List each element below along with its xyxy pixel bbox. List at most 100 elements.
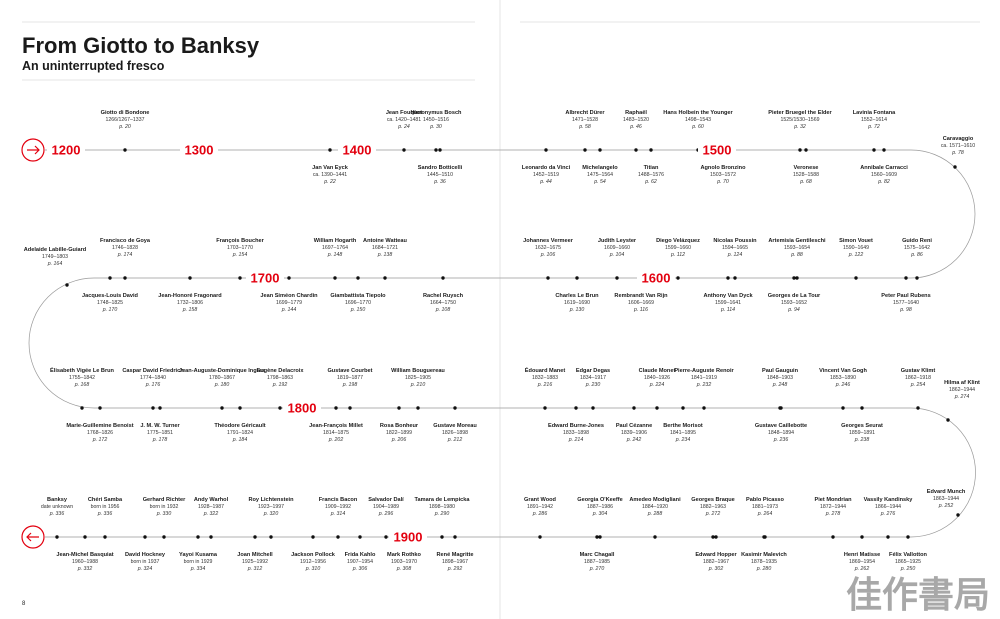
artist-name: Raphaël [625, 110, 647, 116]
end-arrow [21, 525, 45, 549]
artist-name: Gustav Klimt [901, 368, 936, 374]
artist-dates: 1606–1669 [628, 300, 654, 306]
subtitle: An uninterrupted fresco [22, 59, 165, 73]
timeline-dot [595, 535, 599, 539]
artist-dates: 1768–1826 [87, 430, 113, 436]
timeline-dot [615, 276, 619, 280]
artist-name: Francisco de Goya [100, 238, 151, 244]
artist-page: p. 276 [880, 511, 896, 517]
artist-page: p. 248 [772, 382, 788, 388]
timeline-dot [162, 535, 166, 539]
artist-page: p. 306 [352, 566, 368, 572]
artist-name: Édouard Manet [525, 366, 566, 374]
timeline-dot [953, 165, 957, 169]
artist-dates: 1503–1572 [710, 172, 736, 178]
timeline-dot [904, 276, 908, 280]
artist-dates: 1445–1510 [427, 172, 453, 178]
artist-page: p. 308 [396, 566, 412, 572]
artist-page: p. 292 [447, 566, 463, 572]
artist-dates: 1903–1970 [391, 559, 417, 565]
artist-dates: born in 1956 [91, 504, 120, 510]
timeline-dot [384, 535, 388, 539]
artist-dates: 1525/1530–1569 [781, 117, 820, 123]
artist-name: Paul Gauguin [762, 368, 799, 374]
artist-name: Jean Siméon Chardin [260, 293, 318, 299]
artist-page: p. 254 [910, 382, 926, 388]
artist-name: Annibale Carracci [860, 165, 908, 171]
artist-dates: 1853–1890 [830, 375, 856, 381]
artist-dates: 1684–1721 [372, 245, 398, 251]
artist-dates: 1703–1770 [227, 245, 253, 251]
artist-dates: born in 1929 [184, 559, 213, 565]
artist-page: p. 32 [793, 124, 806, 130]
artist-dates: 1599–1641 [715, 300, 741, 306]
artist-dates: 1887–1985 [584, 559, 610, 565]
artist-page: p. 46 [629, 124, 642, 130]
artist-name: Lavinia Fontana [853, 110, 896, 116]
artist-page: p. 72 [867, 124, 880, 130]
timeline-dot [882, 148, 886, 152]
century-bg [283, 400, 321, 416]
artist-name: Jean-François Millet [309, 423, 363, 429]
century-label: 1400 [343, 142, 372, 157]
artist-name: William Bouguereau [391, 368, 445, 374]
artist-name: Giambattista Tiepolo [330, 293, 386, 299]
artist-page: p. 20 [118, 124, 131, 130]
artist-name: Edward Burne-Jones [548, 423, 604, 429]
timeline-dot [441, 276, 445, 280]
artist-page: p. 150 [350, 307, 366, 313]
timeline-dot [714, 535, 718, 539]
artist-dates: 1664–1750 [430, 300, 456, 306]
artist-dates: born in 1937 [131, 559, 160, 565]
timeline-dot [798, 148, 802, 152]
start-arrow [21, 138, 45, 162]
artist-dates: 1862–1918 [905, 375, 931, 381]
artist-name: Mark Rothko [387, 552, 421, 558]
artist-page: p. 130 [569, 307, 585, 313]
artist-name: Titian [644, 165, 659, 171]
century-bg [246, 270, 284, 286]
artist-page: p. 94 [787, 307, 800, 313]
artist-name: Giotto di Bondone [101, 110, 150, 116]
timeline-dot [416, 406, 420, 410]
artist-name: Félix Vallotton [889, 552, 928, 558]
artist-name: Georges Seurat [841, 423, 883, 429]
artist-dates: 1832–1883 [532, 375, 558, 381]
artist-name: Eugène Delacroix [257, 368, 305, 374]
artist-dates: 1848–1903 [767, 375, 793, 381]
timeline-dot [792, 276, 796, 280]
artist-dates: 1452–1519 [533, 172, 559, 178]
artist-page: p. 286 [532, 511, 548, 517]
artist-name: Pieter Bruegel the Elder [768, 110, 832, 116]
timeline-dot [956, 513, 960, 517]
century-bg [47, 142, 85, 158]
artist-name: Tamara de Lempicka [415, 497, 471, 503]
artist-name: Johannes Vermeer [523, 238, 574, 244]
artist-name: Guido Reni [902, 238, 932, 244]
artist-page: p. 288 [647, 511, 663, 517]
artist-dates: 1848–1894 [768, 430, 794, 436]
century-label: 1500 [703, 142, 732, 157]
artist-dates: 1862–1944 [949, 387, 975, 393]
artist-name: Claude Monet [639, 368, 676, 374]
century-label: 1200 [52, 142, 81, 157]
timeline-dot [123, 148, 127, 152]
artist-page: p. 336 [97, 511, 113, 517]
artist-name: Jean-Michel Basquiat [56, 552, 113, 558]
artist-page: p. 88 [790, 252, 803, 258]
artist-page: p. 302 [708, 566, 724, 572]
timeline-dot [98, 406, 102, 410]
artist-page: p. 172 [92, 437, 108, 443]
timeline-dot [358, 535, 362, 539]
timeline-dot [438, 148, 442, 152]
century-bg [637, 270, 675, 286]
timeline-dot [546, 276, 550, 280]
timeline-dot [158, 406, 162, 410]
timeline-dot [83, 535, 87, 539]
century-label: 1800 [288, 400, 317, 415]
artist-name: Georges de La Tour [768, 293, 821, 299]
artist-dates: 1632–1675 [535, 245, 561, 251]
artist-page: p. 62 [644, 179, 657, 185]
artist-dates: 1833–1898 [563, 430, 589, 436]
artist-page: p. 178 [152, 437, 168, 443]
